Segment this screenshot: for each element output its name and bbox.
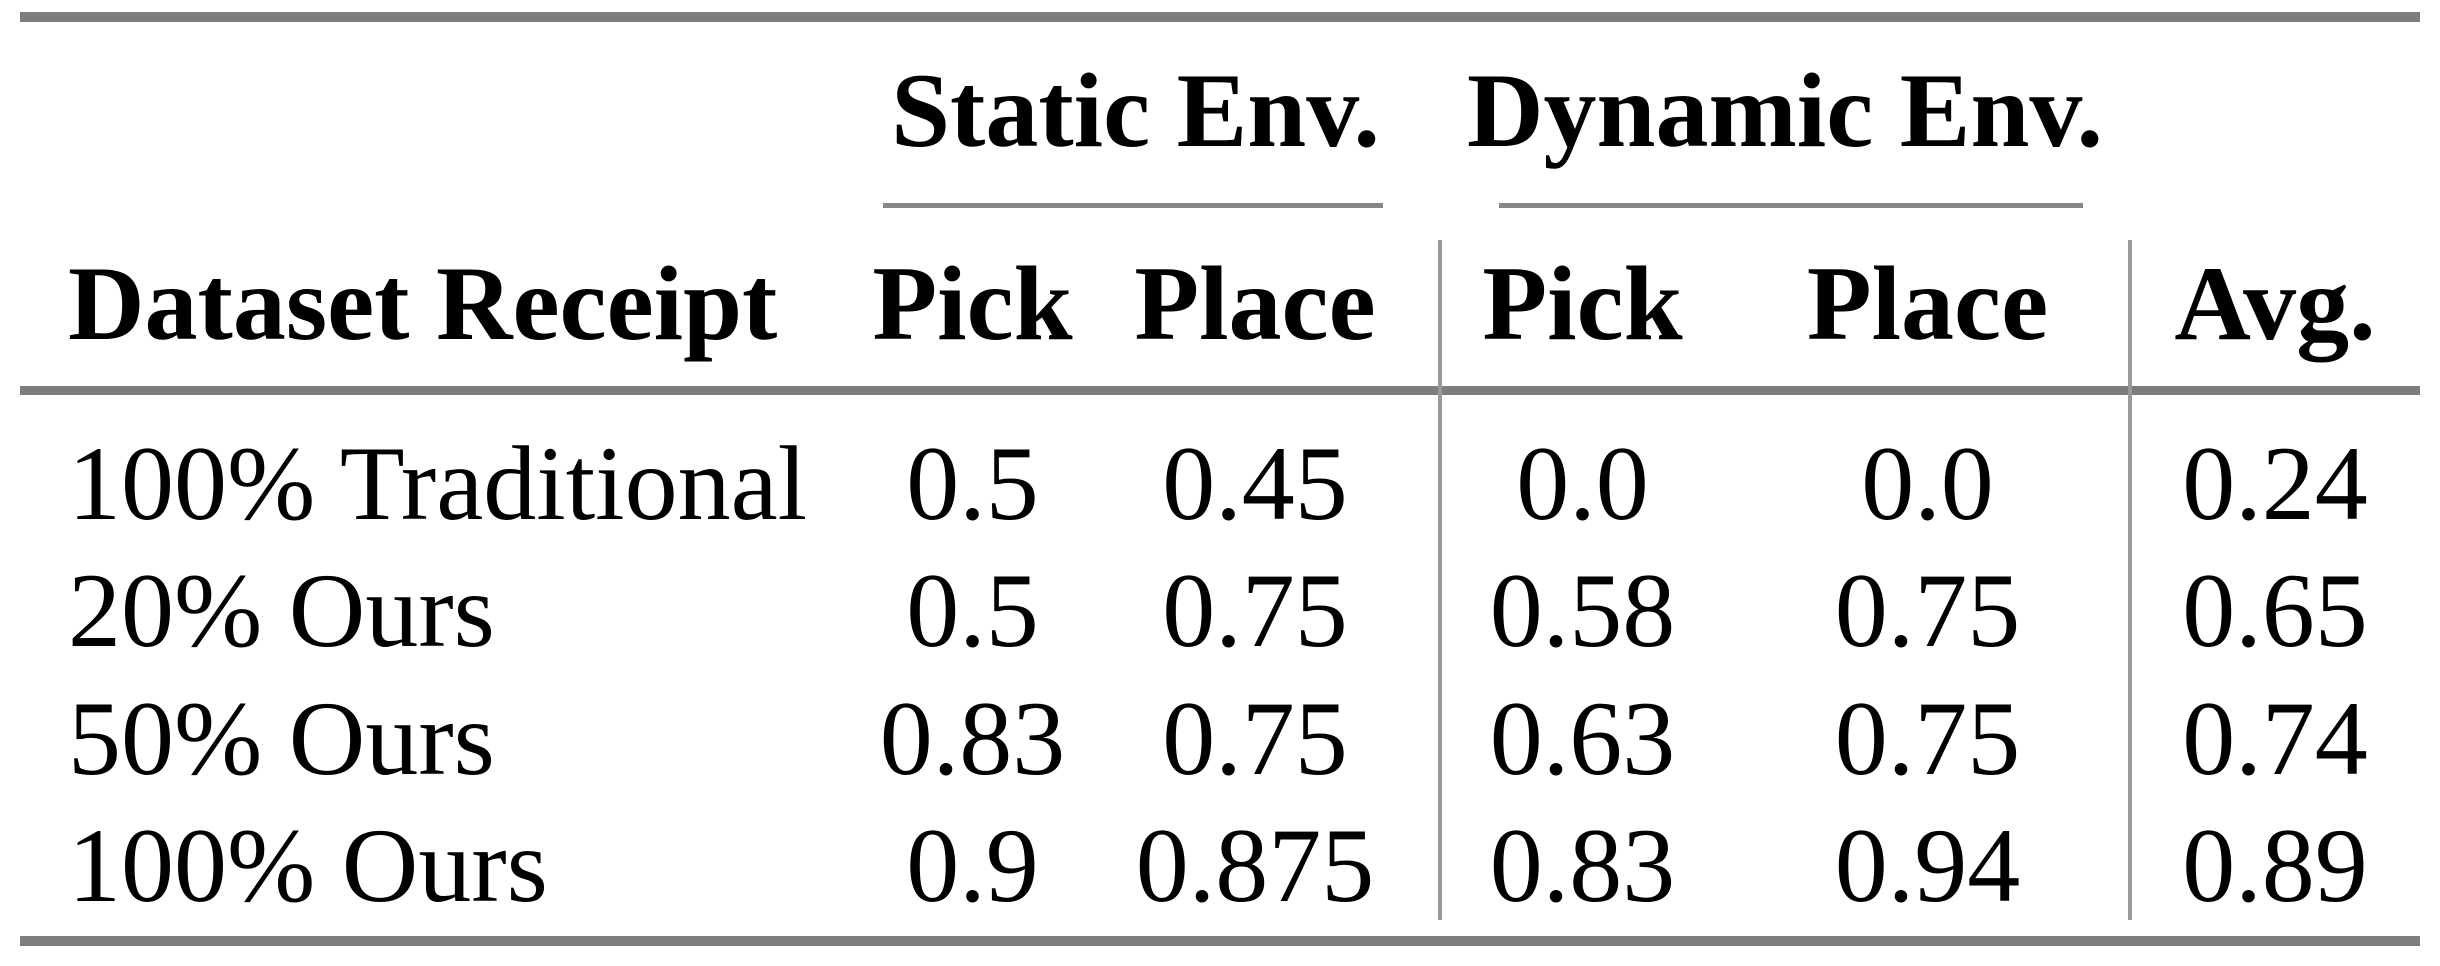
table-cell: 0.83	[879, 679, 1066, 797]
table-cell: 0.75	[1834, 679, 2021, 797]
table-header-midrule	[20, 386, 2420, 395]
row-label-100-traditional: 100% Traditional	[68, 424, 808, 542]
table-cell: 0.75	[1162, 552, 1348, 670]
table-top-rule	[20, 12, 2420, 22]
table-cell: 0.24	[2182, 424, 2368, 542]
table-cell: 0.63	[1489, 679, 1676, 797]
table-cell: 0.75	[1834, 552, 2021, 670]
table-cell: 0.74	[2182, 679, 2368, 797]
table-cell: 0.58	[1489, 552, 1676, 670]
table-cell: 0.94	[1834, 807, 2021, 925]
group-header-dynamic-env: Dynamic Env.	[1466, 52, 2104, 169]
col-header-avg: Avg.	[2174, 244, 2376, 362]
col-header-dataset-receipt: Dataset Receipt	[68, 244, 778, 362]
col-header-dynamic-place: Place	[1806, 244, 2049, 362]
table-grid: Static Env. Dynamic Env. Dataset Receipt…	[20, 22, 2420, 930]
table-cell: 0.0	[1861, 424, 1994, 542]
table-bottom-rule	[20, 936, 2420, 946]
row-label-100-ours: 100% Ours	[68, 807, 548, 925]
divider-dynamic-avg	[2128, 240, 2132, 920]
group-header-static-env: Static Env.	[891, 52, 1380, 169]
col-header-static-pick: Pick	[872, 244, 1073, 362]
col-header-static-place: Place	[1134, 244, 1376, 362]
dynamic-env-cmidrule	[1499, 203, 2083, 208]
table-cell: 0.45	[1162, 424, 1348, 542]
table-cell: 0.65	[2182, 552, 2368, 670]
row-label-20-ours: 20% Ours	[68, 552, 495, 670]
table-cell: 0.83	[1489, 807, 1676, 925]
divider-static-dynamic	[1438, 240, 1442, 920]
table-cell: 0.5	[906, 552, 1039, 670]
static-env-cmidrule	[883, 203, 1383, 208]
table-cell: 0.75	[1162, 679, 1348, 797]
table-cell: 0.0	[1516, 424, 1649, 542]
table-cell: 0.89	[2182, 807, 2368, 925]
table-cell: 0.5	[906, 424, 1039, 542]
col-header-dynamic-pick: Pick	[1482, 244, 1683, 362]
table-cell: 0.875	[1135, 807, 1375, 925]
table-cell: 0.9	[906, 807, 1039, 925]
row-label-50-ours: 50% Ours	[68, 679, 495, 797]
